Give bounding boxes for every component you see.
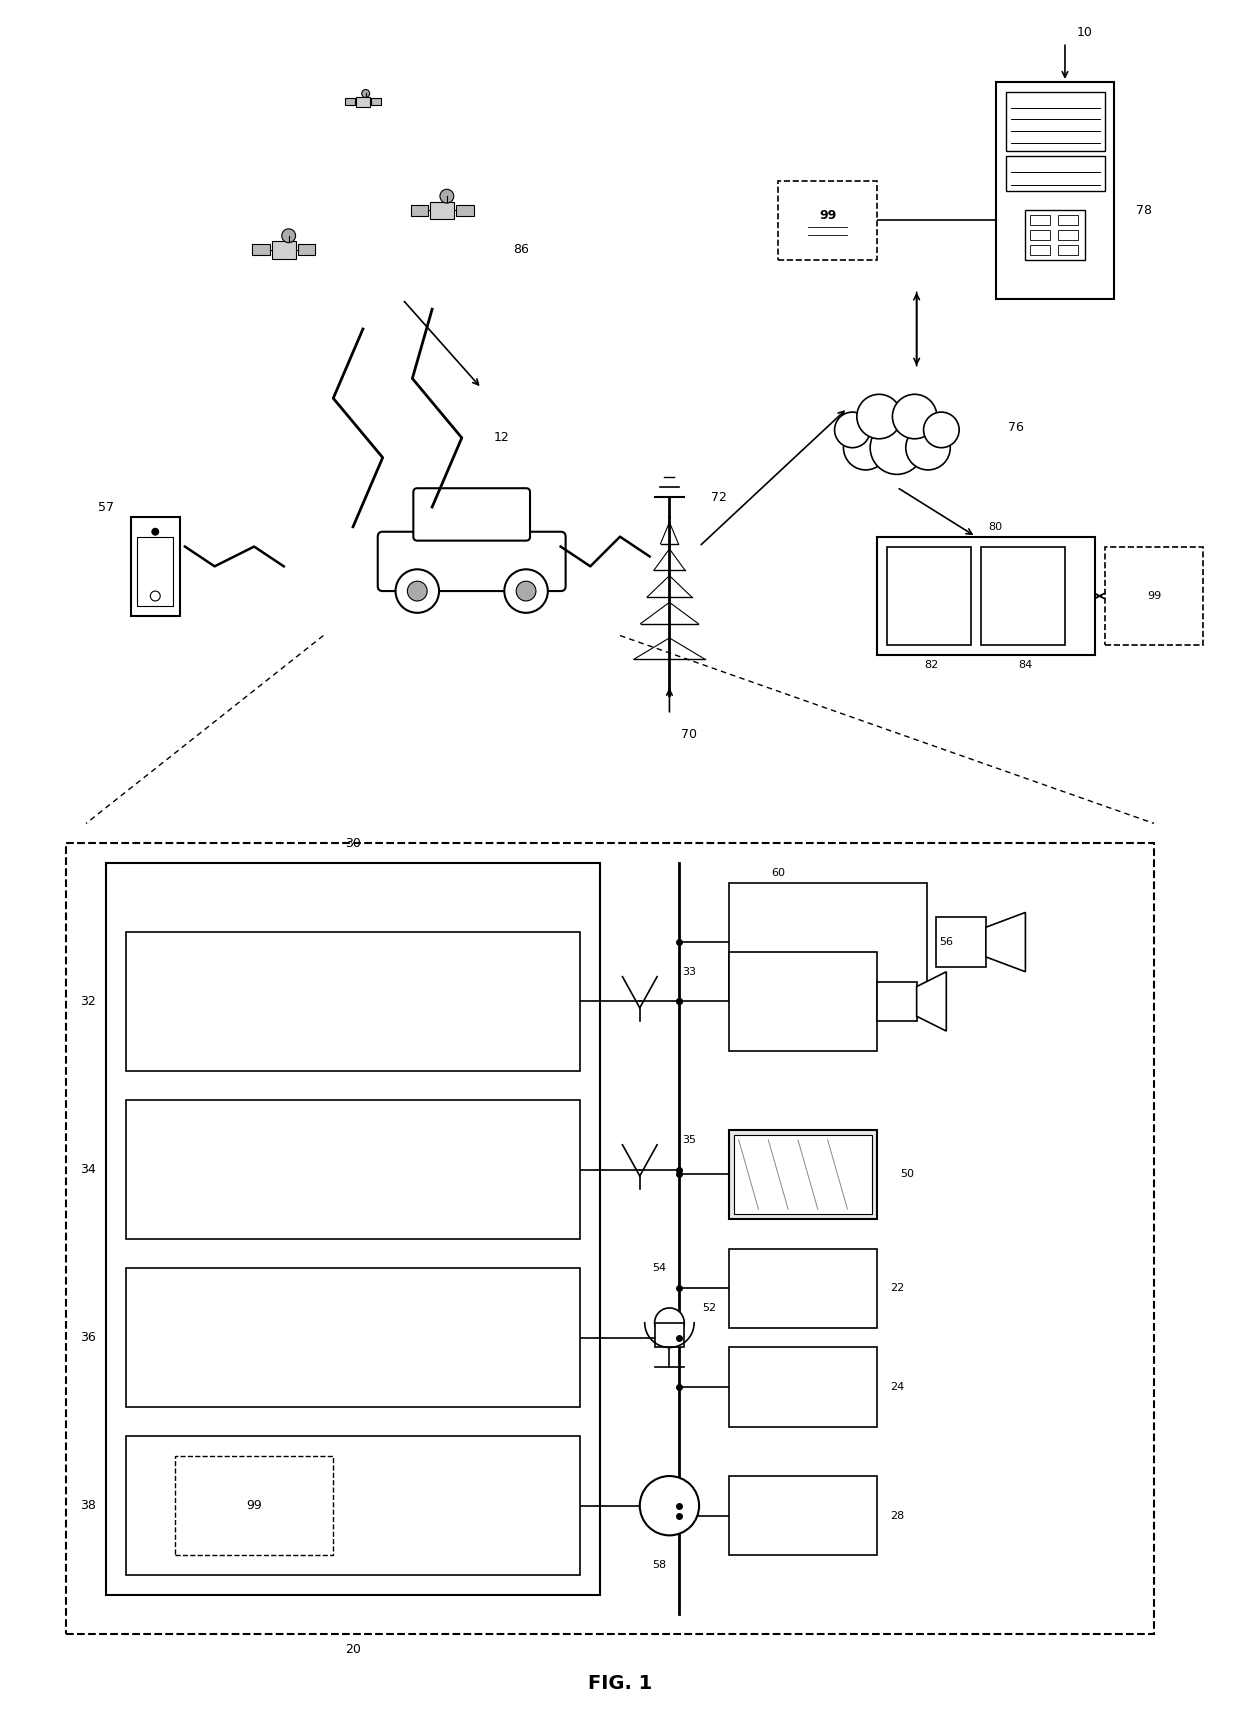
Bar — [1105, 546, 1203, 646]
FancyBboxPatch shape — [413, 488, 529, 541]
Circle shape — [516, 581, 536, 601]
Text: 99: 99 — [247, 1499, 262, 1513]
Text: 78: 78 — [1136, 203, 1152, 217]
Circle shape — [408, 581, 428, 601]
Bar — [729, 882, 926, 1001]
Text: 10: 10 — [1076, 26, 1092, 40]
Text: 22: 22 — [890, 1284, 904, 1294]
Bar — [125, 932, 580, 1070]
Polygon shape — [916, 972, 946, 1030]
Text: 82: 82 — [924, 660, 939, 670]
Circle shape — [151, 527, 159, 536]
Bar — [356, 96, 370, 107]
Bar — [996, 81, 1115, 300]
Text: 56: 56 — [940, 937, 954, 948]
Text: 57: 57 — [98, 500, 114, 513]
Circle shape — [440, 190, 454, 203]
Bar — [456, 205, 474, 215]
Circle shape — [640, 1477, 699, 1535]
Text: 60: 60 — [771, 868, 785, 879]
Text: 58: 58 — [652, 1559, 667, 1570]
Circle shape — [843, 426, 888, 470]
Bar — [138, 536, 174, 606]
Text: FIG. 1: FIG. 1 — [588, 1675, 652, 1694]
Text: 12: 12 — [494, 431, 510, 445]
Circle shape — [835, 412, 870, 448]
Bar — [125, 1437, 580, 1575]
Circle shape — [655, 1308, 684, 1337]
Bar — [729, 1347, 877, 1427]
Text: 84: 84 — [1018, 660, 1033, 670]
Bar — [1058, 215, 1078, 226]
Bar — [981, 546, 1065, 646]
Bar — [887, 546, 971, 646]
Bar — [877, 536, 1095, 655]
Text: 76: 76 — [1008, 422, 1023, 434]
Text: 99: 99 — [820, 208, 836, 222]
Text: 28: 28 — [890, 1511, 904, 1521]
Text: 36: 36 — [81, 1332, 95, 1344]
Bar — [430, 202, 454, 219]
Text: 50: 50 — [900, 1170, 914, 1180]
Circle shape — [505, 569, 548, 613]
FancyBboxPatch shape — [378, 532, 565, 591]
Bar — [779, 181, 877, 260]
Text: 30: 30 — [345, 837, 361, 849]
Bar — [298, 245, 315, 255]
Bar — [1006, 91, 1105, 152]
Bar — [105, 863, 600, 1595]
Bar — [729, 1130, 877, 1218]
Bar — [345, 98, 355, 105]
Circle shape — [870, 420, 924, 474]
Text: 86: 86 — [513, 243, 529, 257]
Bar — [1030, 231, 1050, 239]
Text: 72: 72 — [711, 491, 727, 503]
Text: 54: 54 — [652, 1263, 667, 1273]
Circle shape — [893, 395, 937, 439]
Circle shape — [924, 412, 960, 448]
Bar — [130, 517, 180, 615]
Circle shape — [362, 90, 370, 98]
Circle shape — [396, 569, 439, 613]
Text: 80: 80 — [988, 522, 1003, 532]
Bar — [66, 843, 1154, 1633]
Circle shape — [281, 229, 295, 243]
Text: 34: 34 — [81, 1163, 95, 1177]
Bar — [1030, 215, 1050, 226]
Polygon shape — [986, 913, 1025, 972]
Bar — [371, 98, 381, 105]
Bar — [1006, 157, 1105, 191]
Bar — [125, 1101, 580, 1239]
Text: 35: 35 — [682, 1135, 696, 1144]
Bar — [1058, 231, 1078, 239]
Bar — [125, 1268, 580, 1406]
Bar — [877, 982, 916, 1022]
Text: 24: 24 — [890, 1382, 904, 1392]
Circle shape — [905, 426, 950, 470]
Bar — [734, 1135, 872, 1215]
Text: 99: 99 — [1147, 591, 1161, 601]
Bar — [252, 245, 269, 255]
Text: 70: 70 — [681, 727, 697, 741]
Bar — [729, 1249, 877, 1328]
Bar — [936, 917, 986, 967]
Bar — [175, 1456, 334, 1556]
Bar — [729, 1477, 877, 1556]
Text: 33: 33 — [682, 967, 696, 977]
Text: 38: 38 — [81, 1499, 95, 1513]
Text: 52: 52 — [702, 1303, 715, 1313]
Bar — [410, 205, 428, 215]
Circle shape — [857, 395, 901, 439]
Bar — [729, 953, 877, 1051]
Bar — [1025, 210, 1085, 260]
Bar — [1058, 245, 1078, 255]
Bar — [272, 241, 296, 258]
Text: 20: 20 — [345, 1642, 361, 1656]
Bar — [1030, 245, 1050, 255]
Text: 32: 32 — [81, 994, 95, 1008]
Bar — [655, 1323, 684, 1347]
